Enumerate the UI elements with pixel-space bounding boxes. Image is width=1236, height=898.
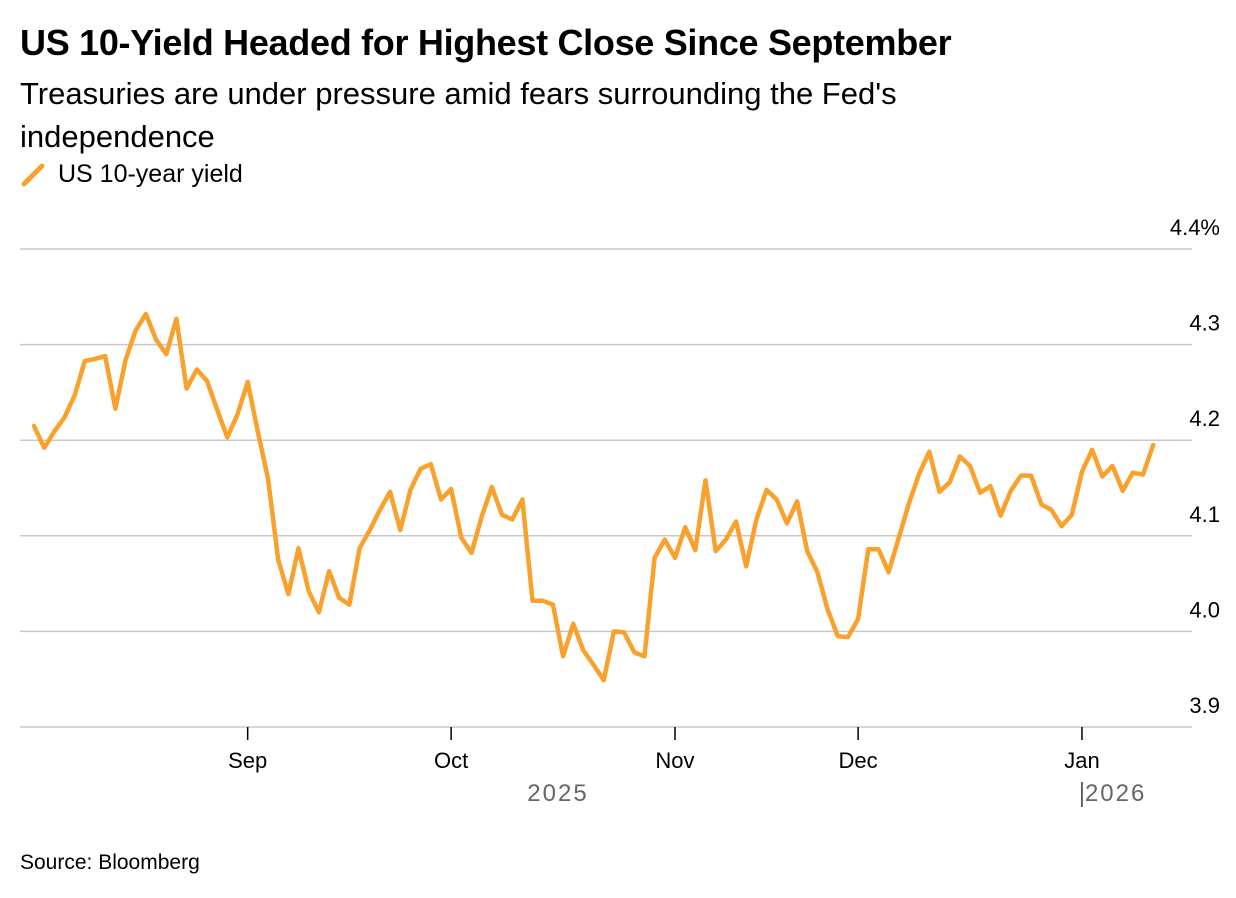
- chart-subtitle: Treasuries are under pressure amid fears…: [20, 76, 897, 154]
- y-tick-label: 4.3: [1189, 311, 1220, 336]
- x-tick-label: Nov: [655, 748, 694, 773]
- y-tick-label: 4.1: [1189, 502, 1220, 527]
- y-tick-label: 3.9: [1189, 693, 1220, 718]
- y-tick-label: 4.0: [1189, 597, 1220, 622]
- data-line: [31, 311, 1156, 683]
- legend-swatch: [21, 163, 45, 186]
- legend-label: US 10-year yield: [58, 160, 243, 188]
- x-year-label: 2025: [527, 780, 588, 807]
- x-year-label: 2026: [1085, 780, 1146, 807]
- source: Source: Bloomberg: [20, 851, 200, 874]
- chart-title: US 10-Yield Headed for Highest Close Sin…: [20, 22, 952, 63]
- legend: US 10-year yield: [20, 160, 243, 189]
- x-tick-label: Jan: [1064, 748, 1099, 773]
- x-tick-label: Oct: [434, 748, 468, 773]
- x-tick-label: Dec: [839, 748, 878, 773]
- y-tick-label: 4.2: [1189, 406, 1220, 431]
- x-tick-label: Sep: [228, 748, 267, 773]
- y-tick-label: 4.4%: [1170, 215, 1220, 240]
